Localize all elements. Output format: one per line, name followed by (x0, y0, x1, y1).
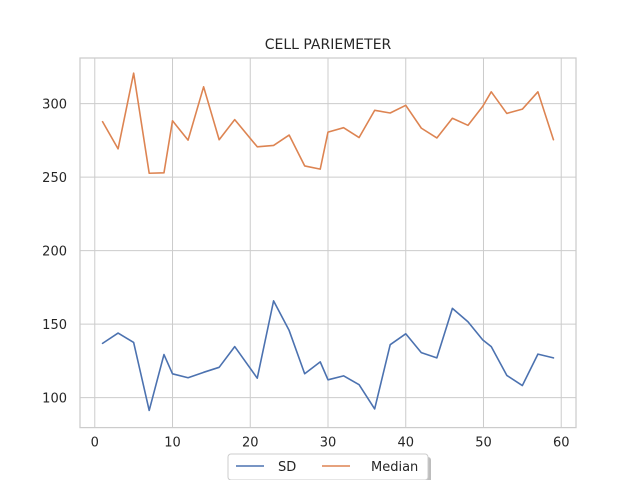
x-tick-label: 20 (242, 436, 259, 451)
legend-label-sd: SD (278, 460, 296, 475)
x-tick-label: 30 (320, 436, 337, 451)
legend-label-median: Median (371, 460, 418, 475)
y-tick-label: 150 (42, 318, 67, 333)
x-tick-label: 0 (91, 436, 99, 451)
grid-lines (80, 58, 576, 428)
x-tick-label: 40 (397, 436, 414, 451)
legend-box (227, 453, 429, 480)
x-tick-label: 10 (164, 436, 181, 451)
x-axis-ticks: 0 10 20 30 40 50 60 (91, 436, 570, 451)
x-tick-label: 50 (475, 436, 492, 451)
series-layer (101, 72, 555, 412)
series-line-sd (101, 300, 555, 412)
series-line-median (101, 72, 555, 175)
chart-title: CELL PARIEMETER (265, 37, 392, 53)
y-axis-ticks: 100 150 200 250 300 (42, 98, 67, 407)
y-tick-label: 250 (42, 171, 67, 186)
y-tick-label: 100 (42, 392, 67, 407)
plot-frame (79, 57, 577, 429)
x-tick-label: 60 (553, 436, 570, 451)
y-tick-label: 300 (42, 98, 67, 113)
y-tick-label: 200 (42, 245, 67, 260)
legend: SD Median (227, 453, 431, 480)
